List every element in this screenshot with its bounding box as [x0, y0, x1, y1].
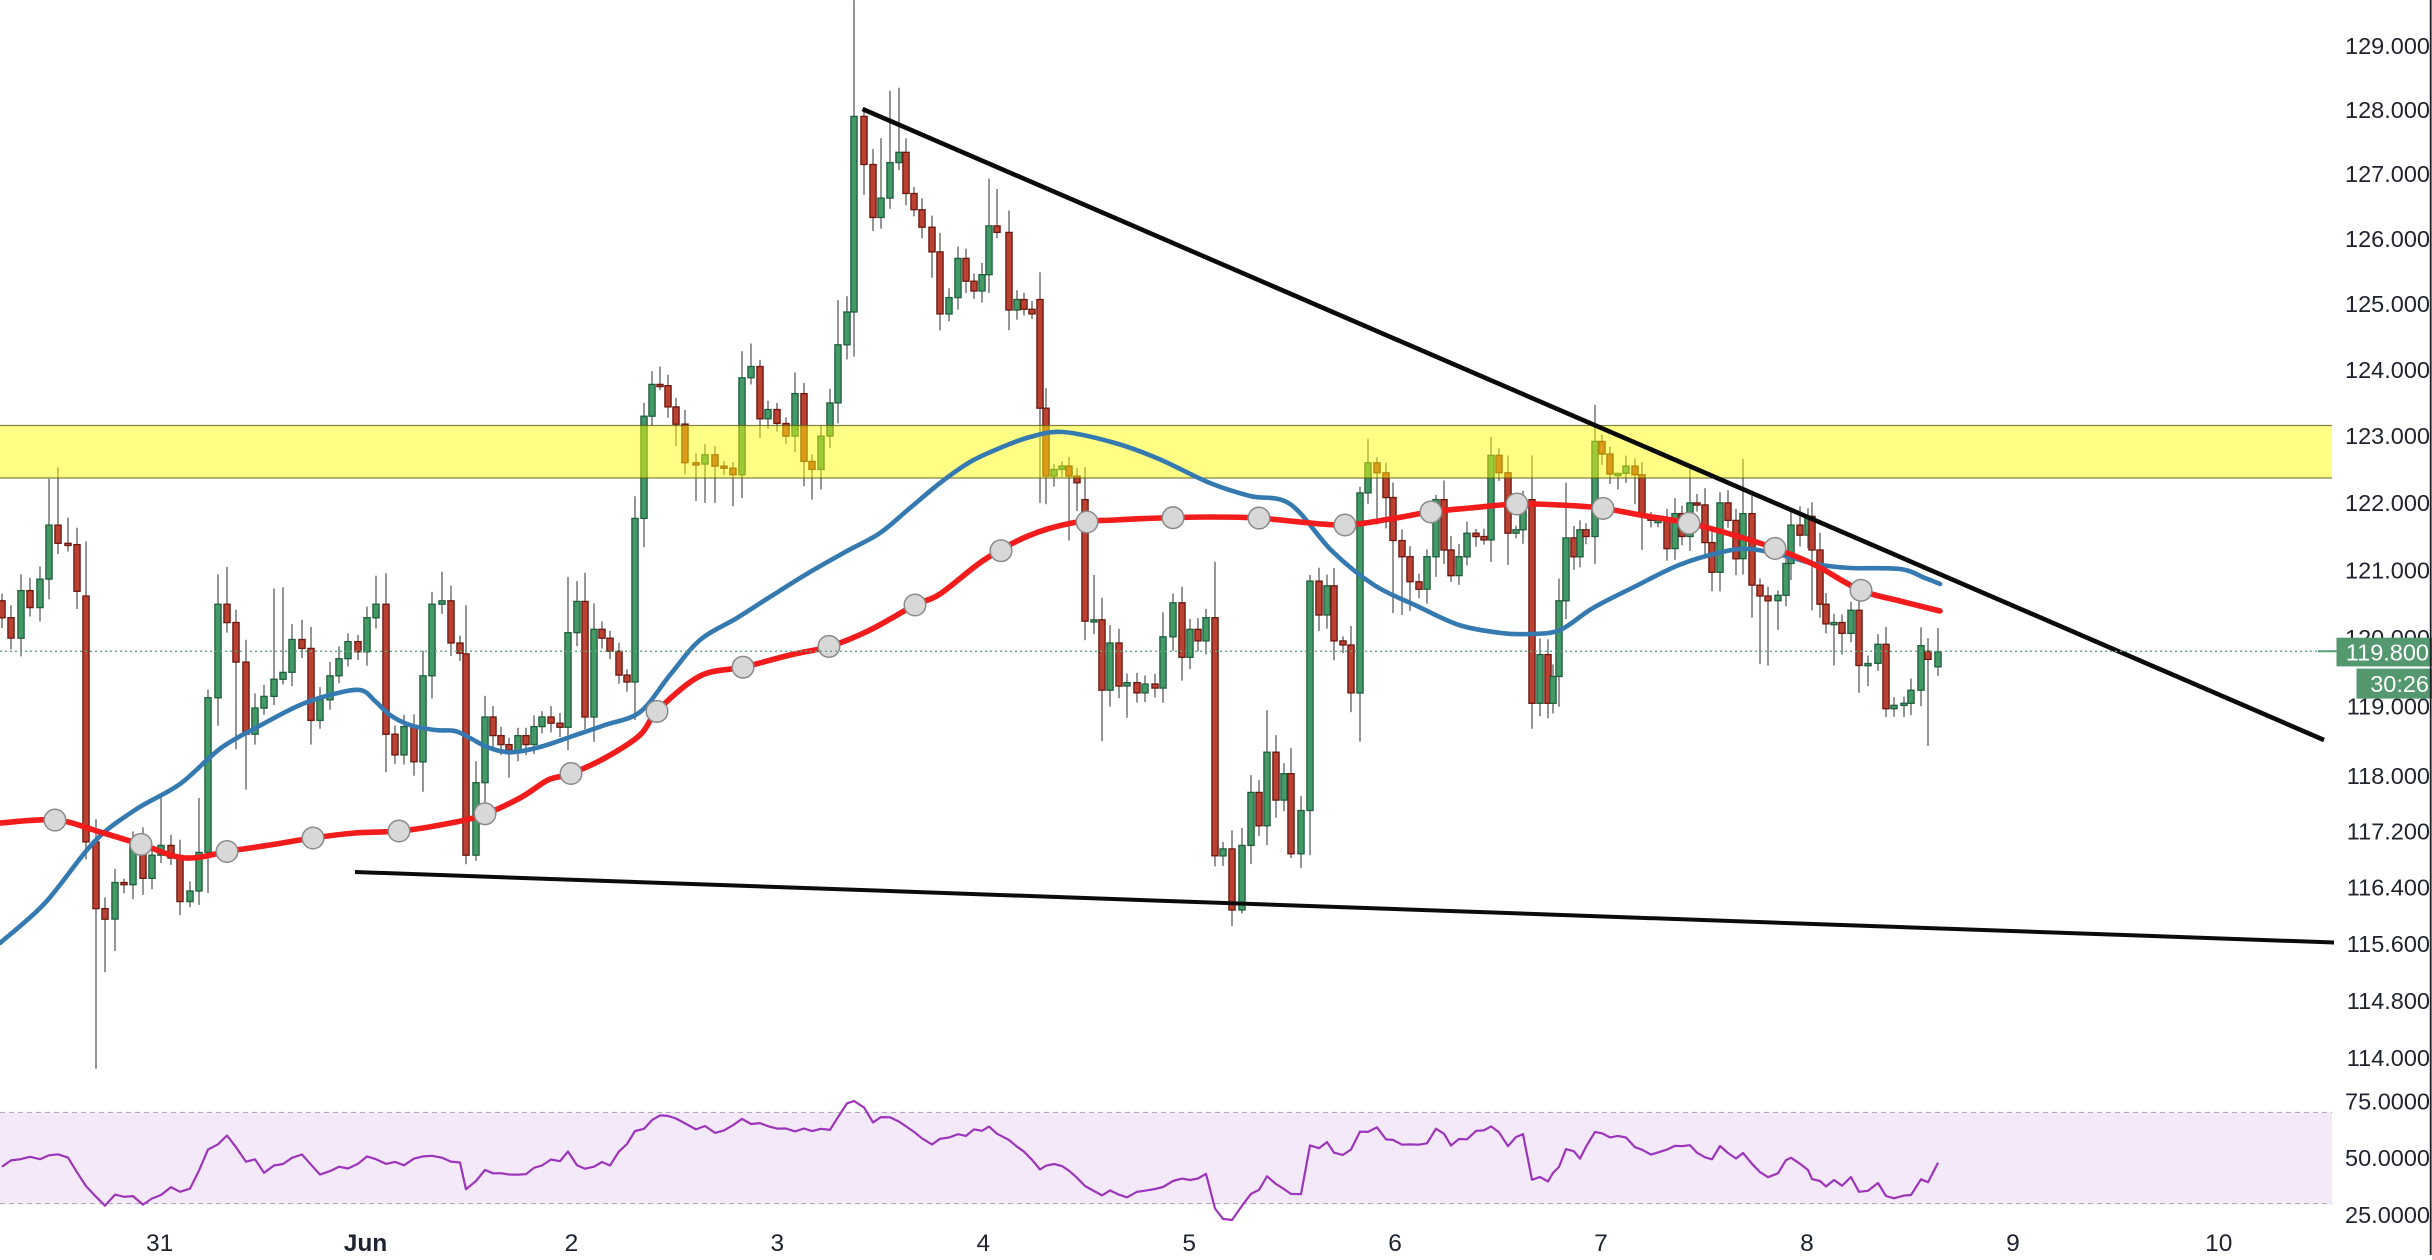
svg-text:50.0000: 50.0000 — [2345, 1145, 2430, 1171]
svg-text:128.000: 128.000 — [2345, 97, 2430, 123]
svg-text:6: 6 — [1388, 1230, 1402, 1255]
svg-text:124.000: 124.000 — [2345, 357, 2430, 383]
svg-text:116.400: 116.400 — [2347, 875, 2430, 901]
svg-text:114.800: 114.800 — [2347, 988, 2430, 1014]
svg-text:3: 3 — [770, 1230, 784, 1255]
svg-text:2: 2 — [565, 1230, 579, 1255]
svg-text:7: 7 — [1594, 1230, 1608, 1255]
svg-text:117.200: 117.200 — [2347, 818, 2430, 844]
svg-text:126.000: 126.000 — [2345, 226, 2430, 252]
svg-text:4: 4 — [976, 1230, 990, 1255]
svg-text:119.800: 119.800 — [2346, 640, 2429, 666]
svg-text:5: 5 — [1182, 1230, 1196, 1255]
svg-text:9: 9 — [2006, 1230, 2020, 1255]
svg-text:25.0000: 25.0000 — [2345, 1202, 2430, 1228]
svg-text:30:26: 30:26 — [2370, 671, 2429, 697]
svg-text:122.000: 122.000 — [2345, 490, 2430, 516]
svg-text:118.000: 118.000 — [2347, 763, 2430, 789]
svg-text:115.600: 115.600 — [2347, 931, 2430, 957]
svg-text:123.000: 123.000 — [2345, 423, 2430, 449]
svg-text:121.000: 121.000 — [2345, 557, 2430, 583]
svg-text:10: 10 — [2205, 1230, 2232, 1255]
svg-text:Jun: Jun — [344, 1230, 388, 1255]
svg-text:127.000: 127.000 — [2345, 161, 2430, 187]
svg-text:114.000: 114.000 — [2347, 1045, 2430, 1071]
svg-text:125.000: 125.000 — [2345, 291, 2430, 317]
svg-text:31: 31 — [146, 1230, 173, 1255]
svg-text:75.0000: 75.0000 — [2345, 1088, 2430, 1114]
svg-text:8: 8 — [1800, 1230, 1814, 1255]
svg-text:129.000: 129.000 — [2345, 33, 2430, 59]
